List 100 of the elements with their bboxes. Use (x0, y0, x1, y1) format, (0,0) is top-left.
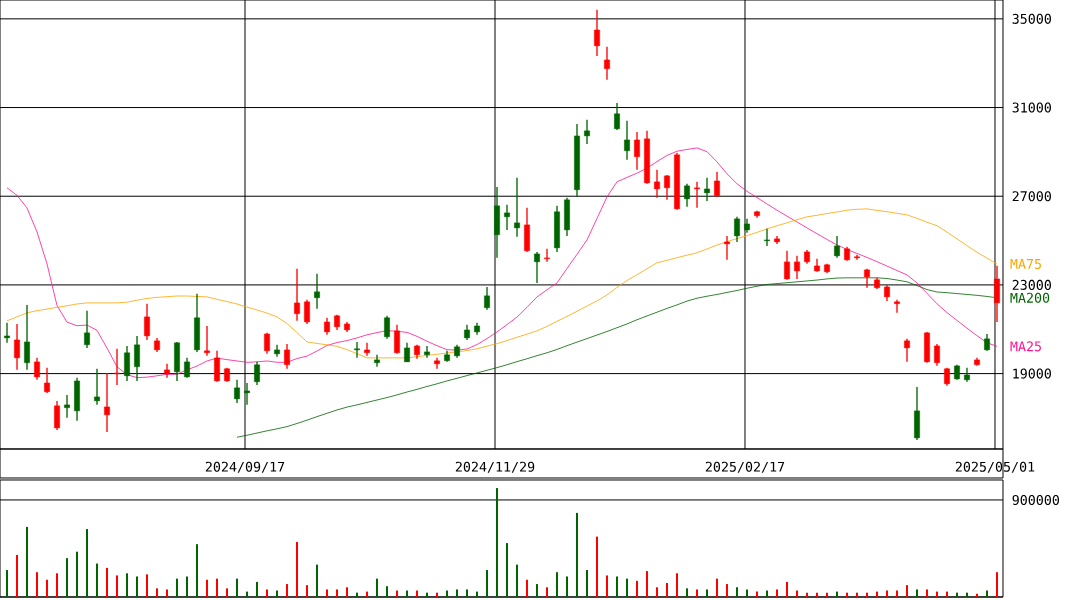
candlestick (244, 382, 250, 406)
bar (786, 581, 788, 597)
bar (606, 575, 608, 597)
candlestick (394, 324, 400, 355)
bar (836, 591, 838, 597)
bar (936, 591, 938, 597)
bar (666, 582, 668, 597)
bar (116, 575, 119, 597)
bar (926, 589, 928, 597)
candlestick (594, 9, 600, 57)
bar (496, 488, 498, 597)
candlestick (214, 350, 220, 383)
candlestick (934, 343, 940, 367)
x-tick-label: 2024/11/29 (455, 461, 535, 473)
candlestick (654, 169, 660, 199)
series-label: MA75 (1010, 259, 1041, 270)
bar (96, 563, 99, 597)
bar (696, 589, 698, 597)
bar (536, 584, 538, 597)
bar (86, 529, 89, 597)
candlestick (794, 255, 800, 280)
bar (316, 564, 319, 597)
candlestick (424, 345, 430, 359)
bar (916, 589, 918, 597)
bar (6, 570, 9, 597)
candlestick (784, 250, 790, 281)
candlestick (104, 372, 110, 433)
candlestick (834, 235, 840, 259)
bar (196, 544, 199, 597)
bar (136, 576, 139, 597)
bar (656, 587, 658, 597)
bar (596, 536, 599, 597)
candlestick (14, 323, 20, 371)
candlestick (584, 119, 590, 145)
y-tick-label: 27000 (1012, 191, 1051, 202)
y-tick-label: 35000 (1012, 13, 1051, 24)
bar (946, 591, 948, 597)
candlestick (684, 183, 690, 208)
bar (186, 576, 189, 597)
bar (46, 579, 49, 597)
candlestick (664, 174, 670, 201)
candlestick (514, 177, 520, 238)
bar (256, 581, 259, 597)
y-tick-label: 900000 (1012, 494, 1060, 505)
candlestick (354, 341, 360, 359)
candlestick (704, 177, 710, 202)
candlestick (364, 342, 370, 357)
bar (216, 578, 219, 597)
candlestick (54, 400, 60, 431)
bar (716, 578, 718, 597)
candlestick (34, 357, 40, 381)
candlestick (404, 342, 410, 363)
candlestick (694, 181, 700, 209)
bar (266, 589, 269, 597)
bar (66, 558, 69, 597)
bar (446, 590, 449, 597)
candlestick (894, 299, 900, 314)
candlestick (254, 361, 260, 386)
bar (886, 590, 888, 597)
bar (76, 551, 79, 597)
bar (166, 589, 169, 597)
bar (156, 588, 159, 597)
bar (896, 590, 898, 597)
bar (576, 512, 578, 597)
bar (336, 589, 339, 597)
x-tick-label: 2024/09/17 (205, 461, 285, 473)
bar (766, 590, 768, 597)
candlestick (134, 335, 140, 382)
bar (756, 591, 758, 597)
candlestick (114, 348, 120, 386)
candlestick (534, 251, 540, 284)
x-tick-label: 2025/05/01 (955, 461, 1035, 473)
candlestick (994, 265, 1000, 323)
candlestick (234, 379, 240, 404)
candlestick (4, 322, 10, 344)
bar (236, 578, 239, 597)
bar (176, 578, 179, 597)
bar (726, 584, 728, 597)
candlestick (384, 315, 390, 340)
candlestick (304, 299, 310, 325)
bar (306, 585, 309, 597)
bar (526, 579, 529, 597)
bar (516, 564, 519, 597)
candlestick (904, 338, 910, 363)
bar (56, 573, 59, 597)
y-tick-label: 31000 (1012, 102, 1051, 113)
candlestick (714, 171, 720, 198)
candlestick (314, 273, 320, 310)
bar (106, 567, 109, 597)
candlestick (284, 343, 290, 370)
bar (366, 591, 369, 597)
candlestick (124, 345, 130, 382)
y-tick-label: 19000 (1013, 368, 1051, 379)
bar (296, 542, 299, 597)
candlestick (44, 367, 50, 394)
bar (586, 570, 588, 597)
candlestick (94, 368, 100, 406)
candlestick (634, 131, 640, 171)
x-tick-label: 2025/02/17 (705, 461, 785, 473)
bar (146, 574, 149, 597)
